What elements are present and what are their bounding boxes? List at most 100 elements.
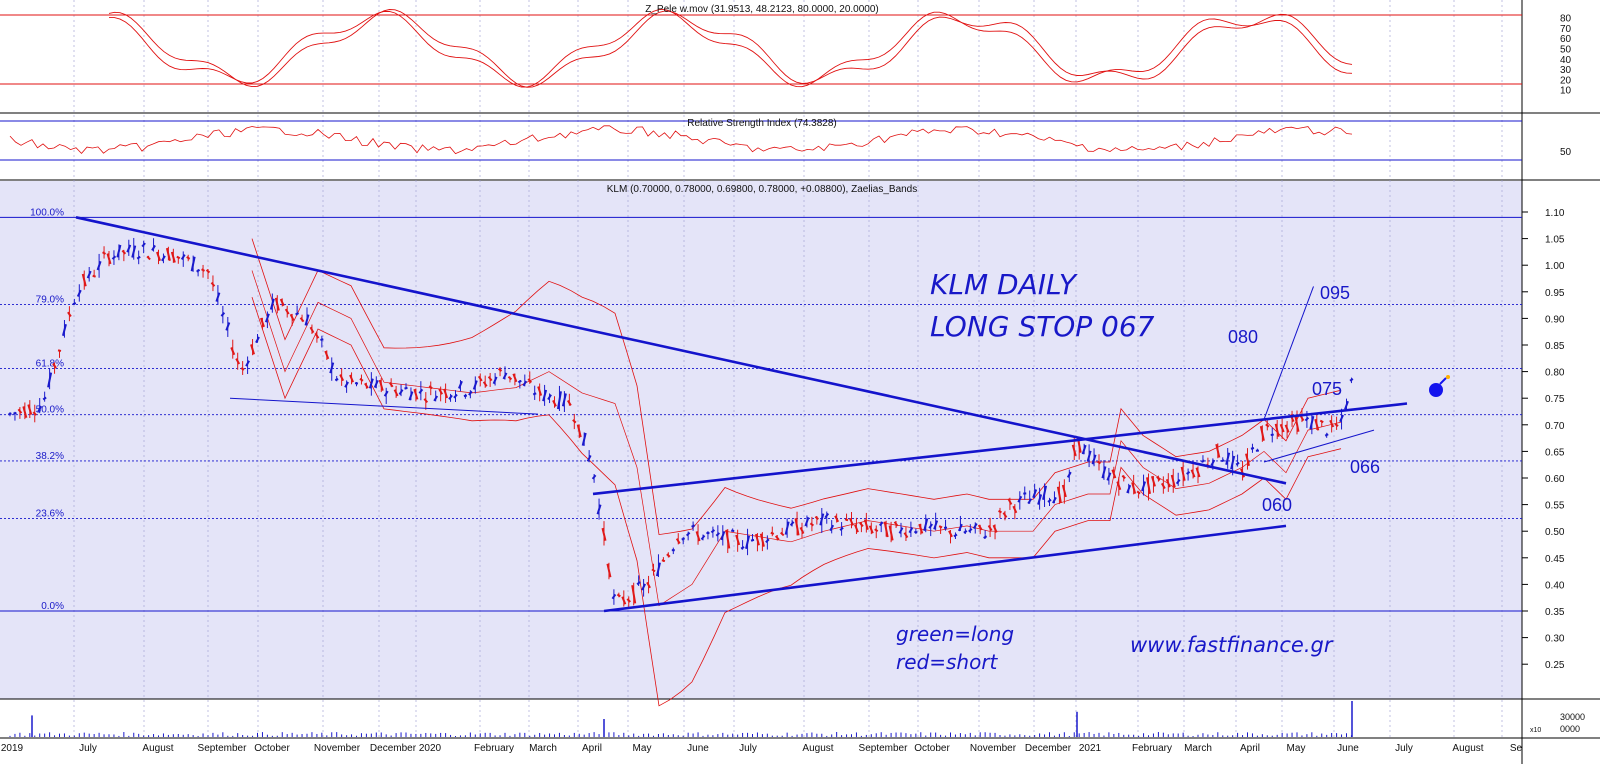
price-title: KLM (0.70000, 0.78000, 0.69800, 0.78000,… bbox=[607, 184, 918, 195]
stochastic-tick-label: 50 bbox=[1560, 45, 1572, 56]
x-tick-label: November bbox=[970, 743, 1017, 754]
x-tick-label: October bbox=[914, 743, 950, 754]
stochastic-tick-label: 20 bbox=[1560, 75, 1572, 86]
candle-body bbox=[141, 242, 146, 248]
candle-body bbox=[1304, 416, 1310, 422]
candle-body bbox=[1101, 466, 1107, 479]
candle-body bbox=[691, 524, 696, 528]
candle-body bbox=[1156, 476, 1161, 481]
candle-body bbox=[1220, 459, 1225, 463]
candle-body bbox=[1061, 484, 1067, 498]
x-tick-label: October bbox=[254, 743, 290, 754]
candle-body bbox=[953, 533, 958, 538]
x-tick-label: March bbox=[529, 743, 557, 754]
candle-body bbox=[804, 517, 810, 527]
legend-long: green=long bbox=[896, 622, 1014, 646]
candle-body bbox=[824, 512, 830, 519]
candle-body bbox=[893, 521, 899, 527]
candle-body bbox=[874, 528, 879, 532]
x-tick-label: 2020 bbox=[419, 743, 442, 754]
x-tick-label: May bbox=[1287, 743, 1306, 754]
price-tick-label: 0.80 bbox=[1545, 368, 1565, 379]
candle-body bbox=[552, 399, 557, 407]
label-066: 066 bbox=[1350, 457, 1380, 477]
candle-body bbox=[1146, 477, 1151, 495]
candle-body bbox=[235, 358, 241, 365]
candle-body bbox=[1027, 498, 1033, 505]
candle-body bbox=[735, 534, 741, 546]
candle-body bbox=[136, 255, 141, 260]
trendline-channel-top bbox=[592, 402, 1408, 496]
candle-body bbox=[205, 269, 211, 274]
candle-body bbox=[695, 531, 701, 542]
axis-panel bbox=[1523, 0, 1600, 764]
candle-body bbox=[720, 531, 726, 541]
candle-body bbox=[320, 338, 324, 341]
candle-body bbox=[413, 388, 419, 400]
candle-body bbox=[1200, 459, 1205, 463]
candle-body bbox=[201, 268, 206, 272]
candle-body bbox=[72, 302, 77, 306]
price-tick-label: 0.50 bbox=[1545, 527, 1565, 538]
candle-body bbox=[1121, 474, 1126, 479]
legend-short: red=short bbox=[896, 650, 999, 674]
candle-body bbox=[839, 526, 844, 531]
candle-body bbox=[829, 524, 835, 532]
candle-body bbox=[1136, 490, 1141, 495]
candle-body bbox=[37, 405, 43, 413]
fib-level-label: 79.0% bbox=[36, 295, 64, 306]
price-tick-label: 1.05 bbox=[1545, 235, 1565, 246]
candle-body bbox=[1319, 419, 1324, 424]
candle-body bbox=[631, 585, 637, 604]
candle-body bbox=[393, 389, 399, 397]
x-tick-label: August bbox=[142, 743, 173, 754]
price-tick-label: 0.45 bbox=[1545, 554, 1565, 565]
candle-body bbox=[547, 394, 552, 401]
candle-body bbox=[754, 533, 760, 546]
trendlines bbox=[75, 216, 1408, 613]
label-095: 095 bbox=[1320, 283, 1350, 303]
x-tick-label: 2021 bbox=[1079, 743, 1102, 754]
candle-body bbox=[1235, 461, 1240, 466]
candle-body bbox=[963, 530, 968, 534]
candle-body bbox=[344, 381, 349, 388]
candle-body bbox=[1334, 423, 1339, 427]
candle-body bbox=[443, 388, 449, 399]
annotation-title-line1: KLM DAILY bbox=[930, 268, 1078, 301]
candle-body bbox=[1180, 466, 1186, 481]
rsi-title: Relative Strength Index (74.3828) bbox=[687, 118, 837, 129]
candle-body bbox=[398, 389, 404, 395]
lower-band bbox=[251, 296, 1342, 707]
x-tick-label: November bbox=[314, 743, 361, 754]
volume-unit-label: x10 bbox=[1530, 727, 1541, 734]
candle-body bbox=[151, 244, 156, 251]
candle-body bbox=[1324, 433, 1329, 437]
candle-body bbox=[992, 524, 998, 533]
candle-body bbox=[710, 529, 716, 534]
candle-body bbox=[878, 521, 884, 527]
x-tick-label: September bbox=[198, 743, 248, 754]
candle-body bbox=[556, 391, 562, 410]
volume-bars bbox=[9, 701, 1353, 737]
x-tick-label: May bbox=[633, 743, 652, 754]
candle-body bbox=[809, 522, 815, 527]
stochastic-title: Z_Pele w.mov (31.9513, 48.2123, 80.0000,… bbox=[645, 4, 879, 15]
candle-body bbox=[765, 538, 770, 544]
middle-band bbox=[251, 270, 1342, 607]
candle-body bbox=[329, 362, 335, 374]
candle-body bbox=[1186, 471, 1191, 475]
candle-body bbox=[977, 524, 983, 531]
candle-body bbox=[1002, 512, 1008, 518]
candle-body bbox=[1215, 443, 1221, 458]
candle-body bbox=[156, 251, 161, 262]
candle-body bbox=[383, 390, 389, 397]
candle-body bbox=[661, 559, 666, 563]
candle-body bbox=[522, 380, 528, 387]
stochastic-tick-label: 40 bbox=[1560, 55, 1572, 66]
candle-body bbox=[404, 386, 408, 390]
candle-body bbox=[245, 360, 250, 367]
candle-body bbox=[52, 362, 57, 369]
candle-body bbox=[1195, 467, 1201, 478]
candle-body bbox=[210, 282, 216, 287]
